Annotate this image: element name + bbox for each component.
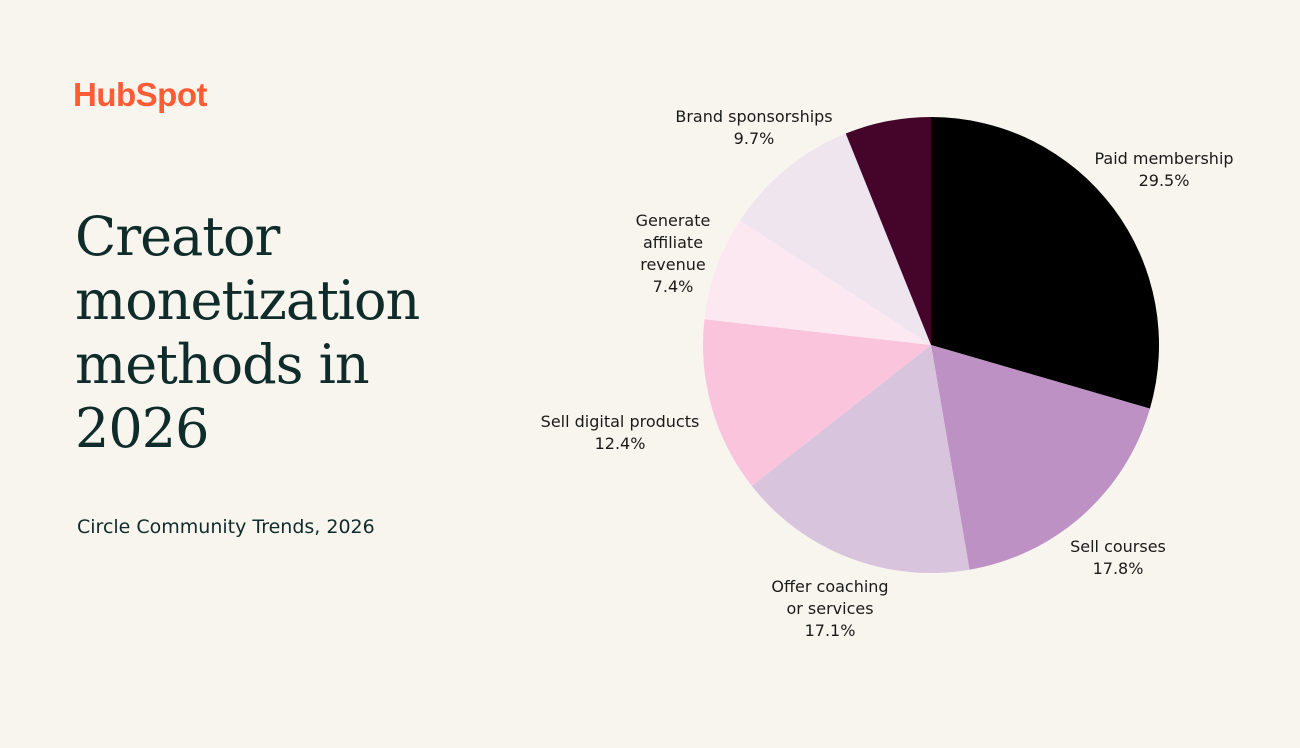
pie-slice — [740, 133, 931, 345]
slice-label: Paid membership 29.5% — [1094, 149, 1233, 190]
page-title: Creator monetization methods in 2026 — [75, 205, 420, 460]
pie-slice — [931, 117, 1159, 409]
slice-label: Generate affiliate revenue 7.4% — [636, 211, 711, 296]
pie-slice — [845, 117, 931, 345]
pie-slice — [931, 345, 1150, 570]
slice-label: Offer coaching or services 17.1% — [771, 577, 888, 640]
slice-label: Sell courses 17.8% — [1070, 537, 1166, 578]
pie-slice — [702, 319, 931, 486]
pie-slice — [751, 345, 970, 573]
pie-slice — [704, 220, 931, 345]
hubspot-logo: HubSpot — [73, 76, 207, 113]
source-caption: Circle Community Trends, 2026 — [77, 516, 375, 538]
slice-label: Sell digital products 12.4% — [541, 412, 700, 453]
slice-label: Brand sponsorships 9.7% — [675, 107, 832, 148]
